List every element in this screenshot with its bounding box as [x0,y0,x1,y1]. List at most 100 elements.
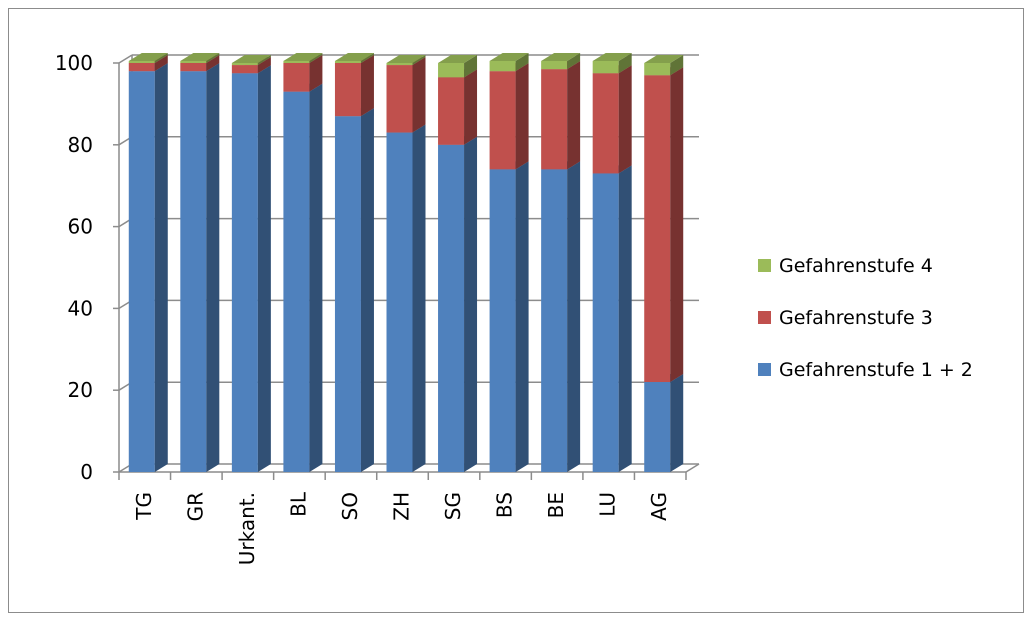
bar-side [154,52,168,63]
bar-front [283,63,310,92]
x-tick-label: SO [338,492,362,520]
legend-item: Gefahrenstufe 3 [758,306,973,329]
y-tick-label: 80 [68,133,93,157]
legend-swatch [758,311,771,324]
bar-side [257,55,271,66]
bar-front [231,65,258,74]
x-tick-label: BL [286,491,310,517]
gridline-side [118,54,133,64]
bar-segment [334,52,374,63]
bar-segment [283,83,323,472]
bar-side [567,61,581,170]
bar-segment [644,55,684,76]
x-tick-label: BS [493,492,517,518]
bar-segment [592,165,632,472]
bar-segment [644,67,684,383]
bar-segment [283,52,323,63]
x-axis-ticks: TG GR Urkant. BL SO ZH SG BS BE LU AG [132,491,671,565]
bar-side [360,55,374,117]
bar-side [206,63,220,473]
bar-segment [644,374,684,472]
bar-front [386,132,413,472]
bar-front [180,71,207,473]
bar-side [309,52,323,63]
bar-front [128,60,155,63]
bar-segment [128,52,168,63]
bar-segment [128,63,168,473]
x-tick-label: SG [441,492,465,520]
bar-side [670,55,684,76]
bar-front [438,144,465,473]
legend-label: Gefahrenstufe 1 + 2 [779,358,973,381]
bar-top [128,52,168,61]
y-axis-ticks: 0 20 40 60 80 100 [55,51,93,484]
bar-front [592,60,619,74]
bar-front [180,60,207,63]
bar-side [257,65,271,472]
y-tick-label: 100 [55,51,93,75]
bar-top [180,52,220,61]
y-tick-label: 60 [68,215,93,239]
bars [128,52,684,473]
bar-side [515,52,529,72]
bar-segment [438,55,478,78]
bar-front [334,63,361,117]
bar-top [541,52,581,61]
bar-side [464,69,478,145]
bar-front [231,73,258,472]
bar-front [283,91,310,472]
bar-side [670,374,684,472]
bar-side [464,55,478,78]
bar-segment [180,52,220,63]
bar-front [489,169,516,472]
legend-label: Gefahrenstufe 3 [779,306,933,329]
bar-side [412,124,426,472]
x-tick-label: Urkant. [235,492,259,565]
bar-segment [592,65,632,174]
bar-front [231,63,258,66]
y-tick-label: 0 [80,460,93,484]
bar-top [231,55,271,63]
bar-side [257,57,271,74]
bar-top [334,52,374,61]
floor-right-edge [685,463,700,473]
y-tick-label: 40 [68,296,93,320]
legend-swatch [758,259,771,272]
bar-side [360,52,374,63]
bar-side [412,55,426,66]
bar-segment [541,52,581,70]
bar-side [206,55,220,72]
bar-top [438,55,478,63]
bar-side [567,161,581,472]
bar-segment [386,124,426,472]
bar-front [644,63,671,76]
bar-front [386,65,413,133]
bar-segment [541,61,581,170]
bar-side [515,161,529,472]
x-tick-label: TG [132,492,156,521]
bar-front [334,116,361,473]
bar-segment [231,55,271,66]
bar-side [309,83,323,472]
bar-side [670,67,684,383]
bar-front [644,382,671,472]
bar-top [592,52,632,61]
x-tick-label: GR [183,492,207,521]
bar-side [154,63,168,473]
bar-side [154,55,168,72]
x-tick-label: ZH [390,492,414,521]
bar-side [515,63,529,170]
bar-front [386,63,413,66]
bar-front [334,60,361,63]
bar-segment [334,55,374,117]
legend-label: Gefahrenstufe 4 [779,254,933,277]
bar-side [206,52,220,63]
x-tick-label: LU [596,492,620,517]
bar-front [438,63,465,78]
bar-front [283,60,310,63]
bar-segment [180,63,220,473]
legend-swatch [758,363,771,376]
legend-item: Gefahrenstufe 4 [758,254,973,277]
legend: Gefahrenstufe 4 Gefahrenstufe 3 Gefahrenst… [758,255,973,411]
